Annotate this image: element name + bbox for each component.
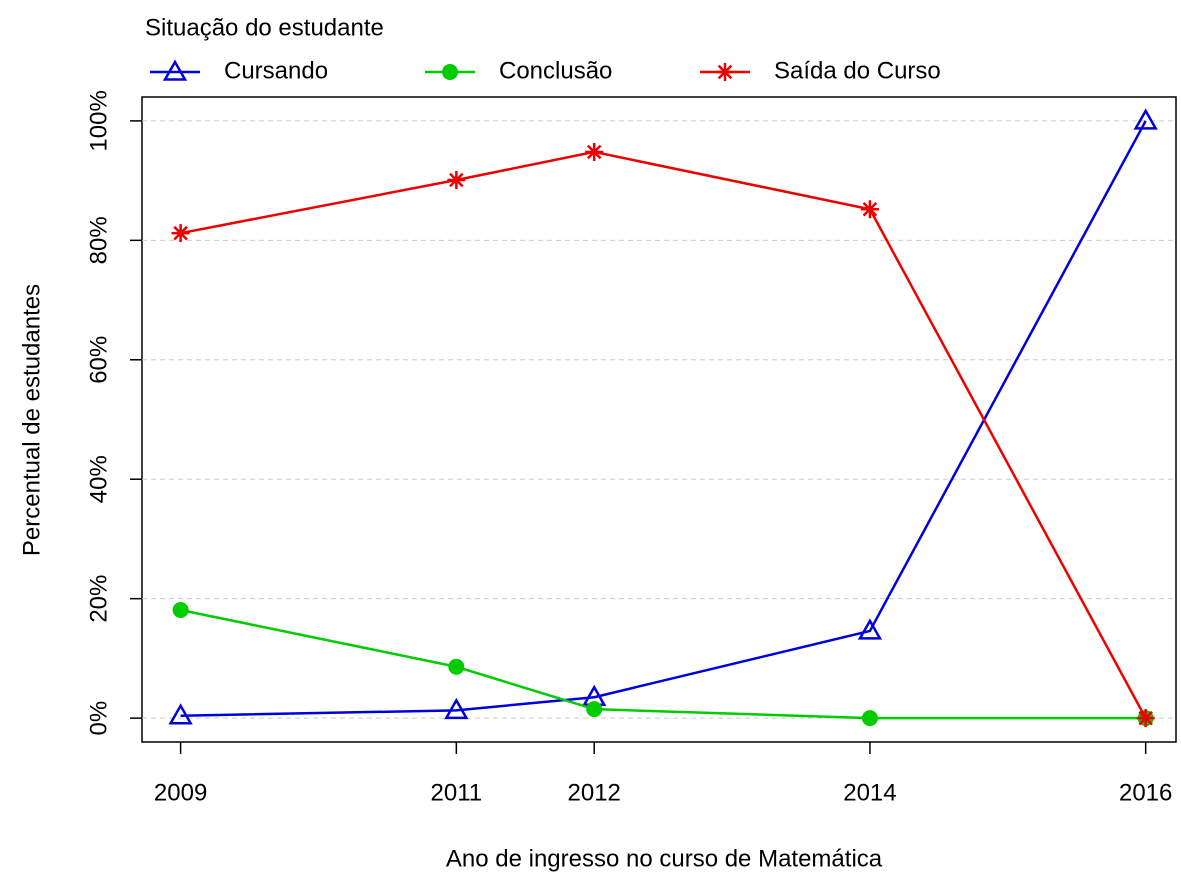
legend-label: Conclusão: [499, 57, 612, 84]
y-tick-label: 40%: [85, 455, 112, 503]
marker: [585, 142, 604, 161]
marker: [861, 710, 878, 727]
marker: [171, 224, 190, 243]
legend-marker: [442, 64, 458, 80]
marker: [586, 701, 603, 718]
legend-label: Saída do Curso: [774, 57, 941, 84]
legend-marker: [716, 63, 734, 81]
x-tick-label: 2011: [431, 779, 483, 806]
x-tick-label: 2012: [568, 779, 621, 806]
legend-title: Situação do estudante: [145, 14, 384, 41]
legend-marker: [162, 59, 188, 81]
marker: [860, 200, 879, 219]
x-axis-label: Ano de ingresso no curso de Matemática: [446, 845, 883, 872]
marker: [447, 171, 466, 190]
marker: [857, 618, 883, 640]
series-line: [180, 608, 1146, 720]
marker: [1133, 108, 1158, 130]
legend-label: Cursando: [224, 57, 328, 84]
y-tick-label: 20%: [85, 575, 112, 623]
marker: [448, 658, 465, 675]
series-line: [180, 150, 1147, 719]
marker: [1136, 709, 1155, 728]
y-tick-label: 60%: [85, 336, 112, 384]
y-tick-label: 100%: [85, 90, 112, 151]
y-tick-label: 80%: [85, 216, 112, 264]
marker: [444, 697, 469, 720]
series-line: [180, 120, 1147, 717]
x-tick-label: 2016: [1119, 779, 1172, 806]
marker: [168, 703, 193, 725]
x-tick-label: 2009: [154, 779, 207, 806]
marker: [172, 602, 189, 619]
x-tick-label: 2014: [843, 779, 896, 806]
y-axis-label: Percentual de estudantes: [18, 284, 45, 556]
y-tick-label: 0%: [85, 701, 112, 736]
plot-frame: [141, 96, 1177, 743]
